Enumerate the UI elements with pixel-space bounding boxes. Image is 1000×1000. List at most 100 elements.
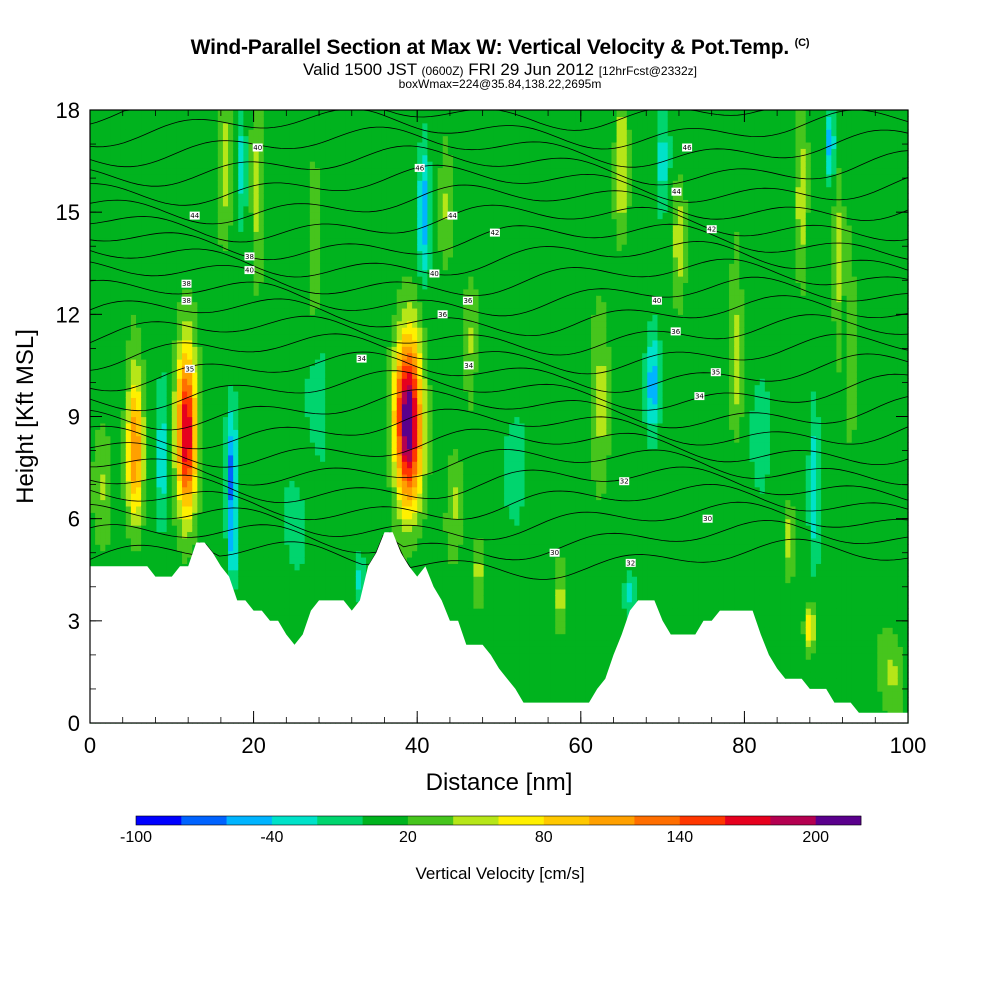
velocity-cell	[299, 237, 306, 245]
velocity-cell	[217, 148, 224, 156]
velocity-cell	[182, 467, 188, 475]
velocity-cell	[100, 352, 106, 360]
velocity-cell	[202, 448, 209, 456]
velocity-cell	[320, 512, 326, 520]
velocity-cell	[325, 116, 331, 124]
velocity-cell	[268, 301, 275, 309]
velocity-cell	[233, 537, 239, 545]
velocity-cell	[95, 263, 101, 271]
velocity-cell	[136, 186, 142, 194]
velocity-cell	[248, 282, 255, 290]
velocity-cell	[345, 173, 352, 181]
velocity-cell	[238, 186, 244, 194]
velocity-cell	[330, 416, 336, 424]
velocity-cell	[263, 346, 270, 354]
velocity-cell	[284, 199, 290, 207]
velocity-cell	[228, 263, 234, 271]
velocity-cell	[141, 493, 147, 501]
velocity-cell	[207, 518, 214, 526]
velocity-cell	[187, 276, 193, 284]
velocity-cell	[284, 141, 290, 149]
velocity-cell	[110, 129, 117, 137]
velocity-cell	[182, 212, 188, 220]
velocity-cell	[187, 180, 193, 188]
velocity-cell	[110, 205, 117, 213]
velocity-cell	[120, 333, 127, 341]
velocity-cell	[176, 499, 183, 507]
velocity-cell	[320, 556, 326, 564]
velocity-cell	[136, 537, 142, 545]
velocity-cell	[176, 429, 183, 437]
velocity-cell	[156, 263, 163, 271]
velocity-cell	[146, 218, 152, 226]
velocity-cell	[258, 301, 265, 309]
velocity-cell	[345, 320, 352, 328]
velocity-cell	[161, 135, 168, 143]
velocity-cell	[340, 467, 347, 475]
velocity-cell	[228, 493, 234, 501]
velocity-cell	[212, 499, 219, 507]
velocity-cell	[320, 167, 326, 175]
velocity-cell	[345, 486, 352, 494]
velocity-cell	[90, 499, 96, 507]
velocity-cell	[345, 467, 352, 475]
velocity-cell	[125, 161, 132, 169]
velocity-cell	[166, 263, 173, 271]
velocity-cell	[187, 397, 193, 405]
velocity-cell	[274, 333, 280, 341]
velocity-cell	[238, 397, 244, 405]
velocity-cell	[330, 129, 336, 137]
velocity-cell	[228, 320, 234, 328]
velocity-cell	[289, 499, 296, 507]
velocity-cell	[268, 154, 275, 162]
velocity-cell	[222, 327, 229, 335]
velocity-cell	[274, 199, 280, 207]
velocity-cell	[289, 480, 296, 488]
velocity-cell	[330, 390, 336, 398]
velocity-cell	[146, 263, 152, 271]
velocity-cell	[228, 378, 234, 386]
velocity-cell	[217, 224, 224, 232]
velocity-cell	[90, 327, 96, 335]
velocity-cell	[233, 384, 239, 392]
velocity-cell	[238, 180, 244, 188]
velocity-cell	[161, 512, 168, 520]
velocity-cell	[115, 499, 122, 507]
velocity-cell	[212, 467, 219, 475]
velocity-cell	[136, 435, 142, 443]
velocity-cell	[228, 295, 234, 303]
velocity-cell	[330, 365, 336, 373]
velocity-cell	[279, 550, 285, 558]
velocity-cell	[330, 384, 336, 392]
velocity-cell	[217, 384, 224, 392]
velocity-cell	[95, 301, 101, 309]
velocity-cell	[182, 556, 188, 564]
velocity-cell	[217, 256, 224, 264]
velocity-cell	[110, 518, 117, 526]
velocity-cell	[284, 422, 290, 430]
velocity-cell	[299, 244, 306, 252]
velocity-cell	[258, 288, 265, 296]
velocity-cell	[207, 473, 214, 481]
velocity-cell	[207, 403, 214, 411]
velocity-cell	[171, 129, 178, 137]
velocity-cell	[238, 346, 244, 354]
velocity-cell	[222, 505, 229, 513]
velocity-cell	[320, 390, 326, 398]
velocity-cell	[289, 116, 296, 124]
velocity-cell	[207, 218, 214, 226]
velocity-cell	[304, 512, 311, 520]
velocity-cell	[197, 193, 204, 200]
velocity-cell	[253, 365, 260, 373]
velocity-cell	[156, 384, 163, 392]
velocity-cell	[238, 410, 244, 418]
velocity-cell	[156, 333, 163, 341]
velocity-cell	[304, 205, 311, 213]
velocity-cell	[100, 346, 106, 354]
velocity-cell	[141, 454, 147, 462]
velocity-cell	[284, 410, 290, 418]
velocity-cell	[141, 448, 147, 456]
velocity-cell	[233, 556, 239, 564]
velocity-cell	[320, 359, 326, 367]
velocity-cell	[263, 352, 270, 360]
